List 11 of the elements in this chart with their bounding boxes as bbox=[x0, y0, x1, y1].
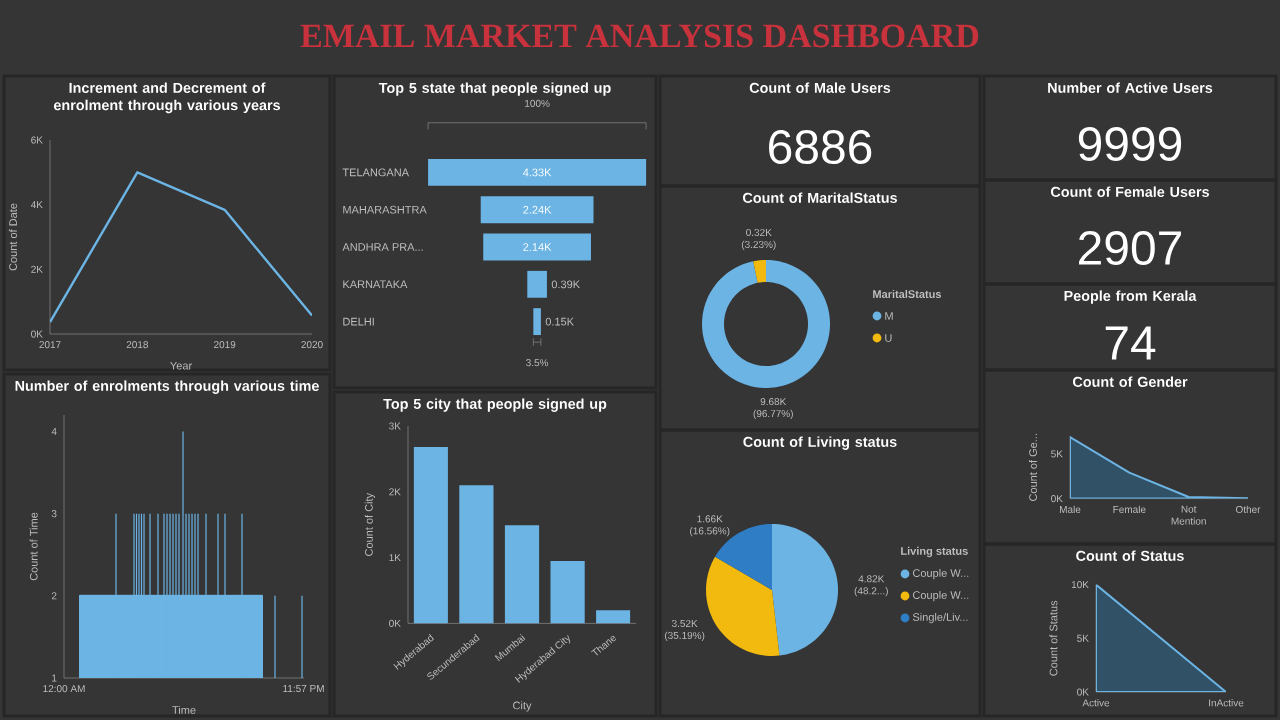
text: 6886 bbox=[769, 130, 872, 164]
line-series bbox=[50, 171, 313, 324]
bar bbox=[459, 485, 494, 624]
bar bbox=[596, 610, 631, 624]
text: 74 bbox=[1105, 326, 1156, 360]
bar bbox=[413, 447, 448, 624]
text: 9999 bbox=[1078, 127, 1182, 161]
bar bbox=[504, 525, 540, 624]
text: EMAIL MARKET ANALYSIS DASHBOARD bbox=[300, 24, 979, 48]
bar bbox=[550, 560, 585, 624]
text: 2907 bbox=[1079, 231, 1181, 265]
